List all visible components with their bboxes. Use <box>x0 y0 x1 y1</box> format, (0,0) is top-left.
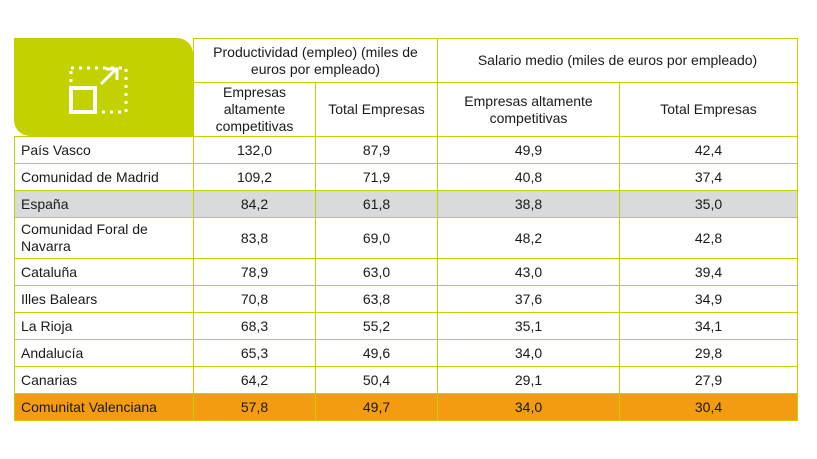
productivity-competitive-value: 65,3 <box>193 339 316 367</box>
region-name: Comunitat Valenciana <box>14 393 194 421</box>
salary-total-value: 34,9 <box>618 285 799 313</box>
salary-competitive-value: 35,1 <box>437 312 620 340</box>
table-row: Cataluña 78,9 63,0 43,0 39,4 <box>14 258 799 286</box>
header-salary-competitive: Empresas altamente competitivas <box>437 82 620 137</box>
section-badge <box>14 38 193 136</box>
salary-competitive-value: 34,0 <box>437 339 620 367</box>
region-name: Comunidad de Madrid <box>14 163 194 191</box>
salary-competitive-value: 29,1 <box>437 366 620 394</box>
salary-competitive-value: 37,6 <box>437 285 620 313</box>
table-row-highlighted: Comunitat Valenciana 57,8 49,7 34,0 30,4 <box>14 393 799 421</box>
productivity-total-value: 50,4 <box>315 366 438 394</box>
region-name: Cataluña <box>14 258 194 286</box>
salary-total-value: 42,8 <box>618 217 799 259</box>
salary-total-value: 42,4 <box>618 136 799 164</box>
productivity-competitive-value: 78,9 <box>193 258 316 286</box>
productivity-competitive-value: 83,8 <box>193 217 316 259</box>
table-row: País Vasco 132,0 87,9 49,9 42,4 <box>14 136 799 164</box>
header-productivity: Productividad (empleo) (miles de euros p… <box>193 38 438 83</box>
productivity-total-value: 55,2 <box>315 312 438 340</box>
salary-competitive-value: 34,0 <box>437 393 620 421</box>
header-average-salary: Salario medio (miles de euros por emplea… <box>436 38 799 83</box>
region-name: País Vasco <box>14 136 194 164</box>
header-corner <box>15 39 194 137</box>
salary-total-value: 29,8 <box>618 339 799 367</box>
salary-total-value: 30,4 <box>618 393 799 421</box>
productivity-competitive-value: 64,2 <box>193 366 316 394</box>
table-row: Canarias 64,2 50,4 29,1 27,9 <box>14 366 799 394</box>
expand-icon <box>69 66 128 114</box>
productivity-competitive-value: 84,2 <box>193 190 316 218</box>
region-name: Canarias <box>14 366 194 394</box>
productivity-total-value: 63,0 <box>315 258 438 286</box>
region-name: Andalucía <box>14 339 194 367</box>
productivity-competitive-value: 68,3 <box>193 312 316 340</box>
salary-competitive-value: 43,0 <box>437 258 620 286</box>
header-productivity-competitive: Empresas altamente competitivas <box>193 82 316 137</box>
salary-competitive-value: 38,8 <box>437 190 620 218</box>
table-row: Comunidad Foral de Navarra 83,8 69,0 48,… <box>14 217 799 259</box>
region-name: Illes Balears <box>14 285 194 313</box>
productivity-total-value: 71,9 <box>315 163 438 191</box>
productivity-total-value: 87,9 <box>315 136 438 164</box>
table-row: Andalucía 65,3 49,6 34,0 29,8 <box>14 339 799 367</box>
productivity-competitive-value: 109,2 <box>193 163 316 191</box>
salary-competitive-value: 40,8 <box>437 163 620 191</box>
region-name: Comunidad Foral de Navarra <box>14 217 194 259</box>
regional-comparison-table: Productividad (empleo) (miles de euros p… <box>14 38 799 421</box>
productivity-competitive-value: 57,8 <box>193 393 316 421</box>
salary-competitive-value: 49,9 <box>437 136 620 164</box>
salary-total-value: 37,4 <box>618 163 799 191</box>
productivity-competitive-value: 132,0 <box>193 136 316 164</box>
salary-competitive-value: 48,2 <box>437 217 620 259</box>
productivity-total-value: 61,8 <box>315 190 438 218</box>
productivity-total-value: 49,6 <box>315 339 438 367</box>
table-row-national-average: España 84,2 61,8 38,8 35,0 <box>14 190 799 218</box>
productivity-total-value: 69,0 <box>315 217 438 259</box>
table-row: Comunidad de Madrid 109,2 71,9 40,8 37,4 <box>14 163 799 191</box>
salary-total-value: 27,9 <box>618 366 799 394</box>
table-row: Illes Balears 70,8 63,8 37,6 34,9 <box>14 285 799 313</box>
salary-total-value: 34,1 <box>618 312 799 340</box>
productivity-total-value: 63,8 <box>315 285 438 313</box>
header-salary-total: Total Empresas <box>618 82 799 137</box>
productivity-competitive-value: 70,8 <box>193 285 316 313</box>
region-name: España <box>14 190 194 218</box>
table-row: La Rioja 68,3 55,2 35,1 34,1 <box>14 312 799 340</box>
productivity-total-value: 49,7 <box>315 393 438 421</box>
region-name: La Rioja <box>14 312 194 340</box>
salary-total-value: 39,4 <box>618 258 799 286</box>
header-productivity-total: Total Empresas <box>315 82 438 137</box>
salary-total-value: 35,0 <box>618 190 799 218</box>
